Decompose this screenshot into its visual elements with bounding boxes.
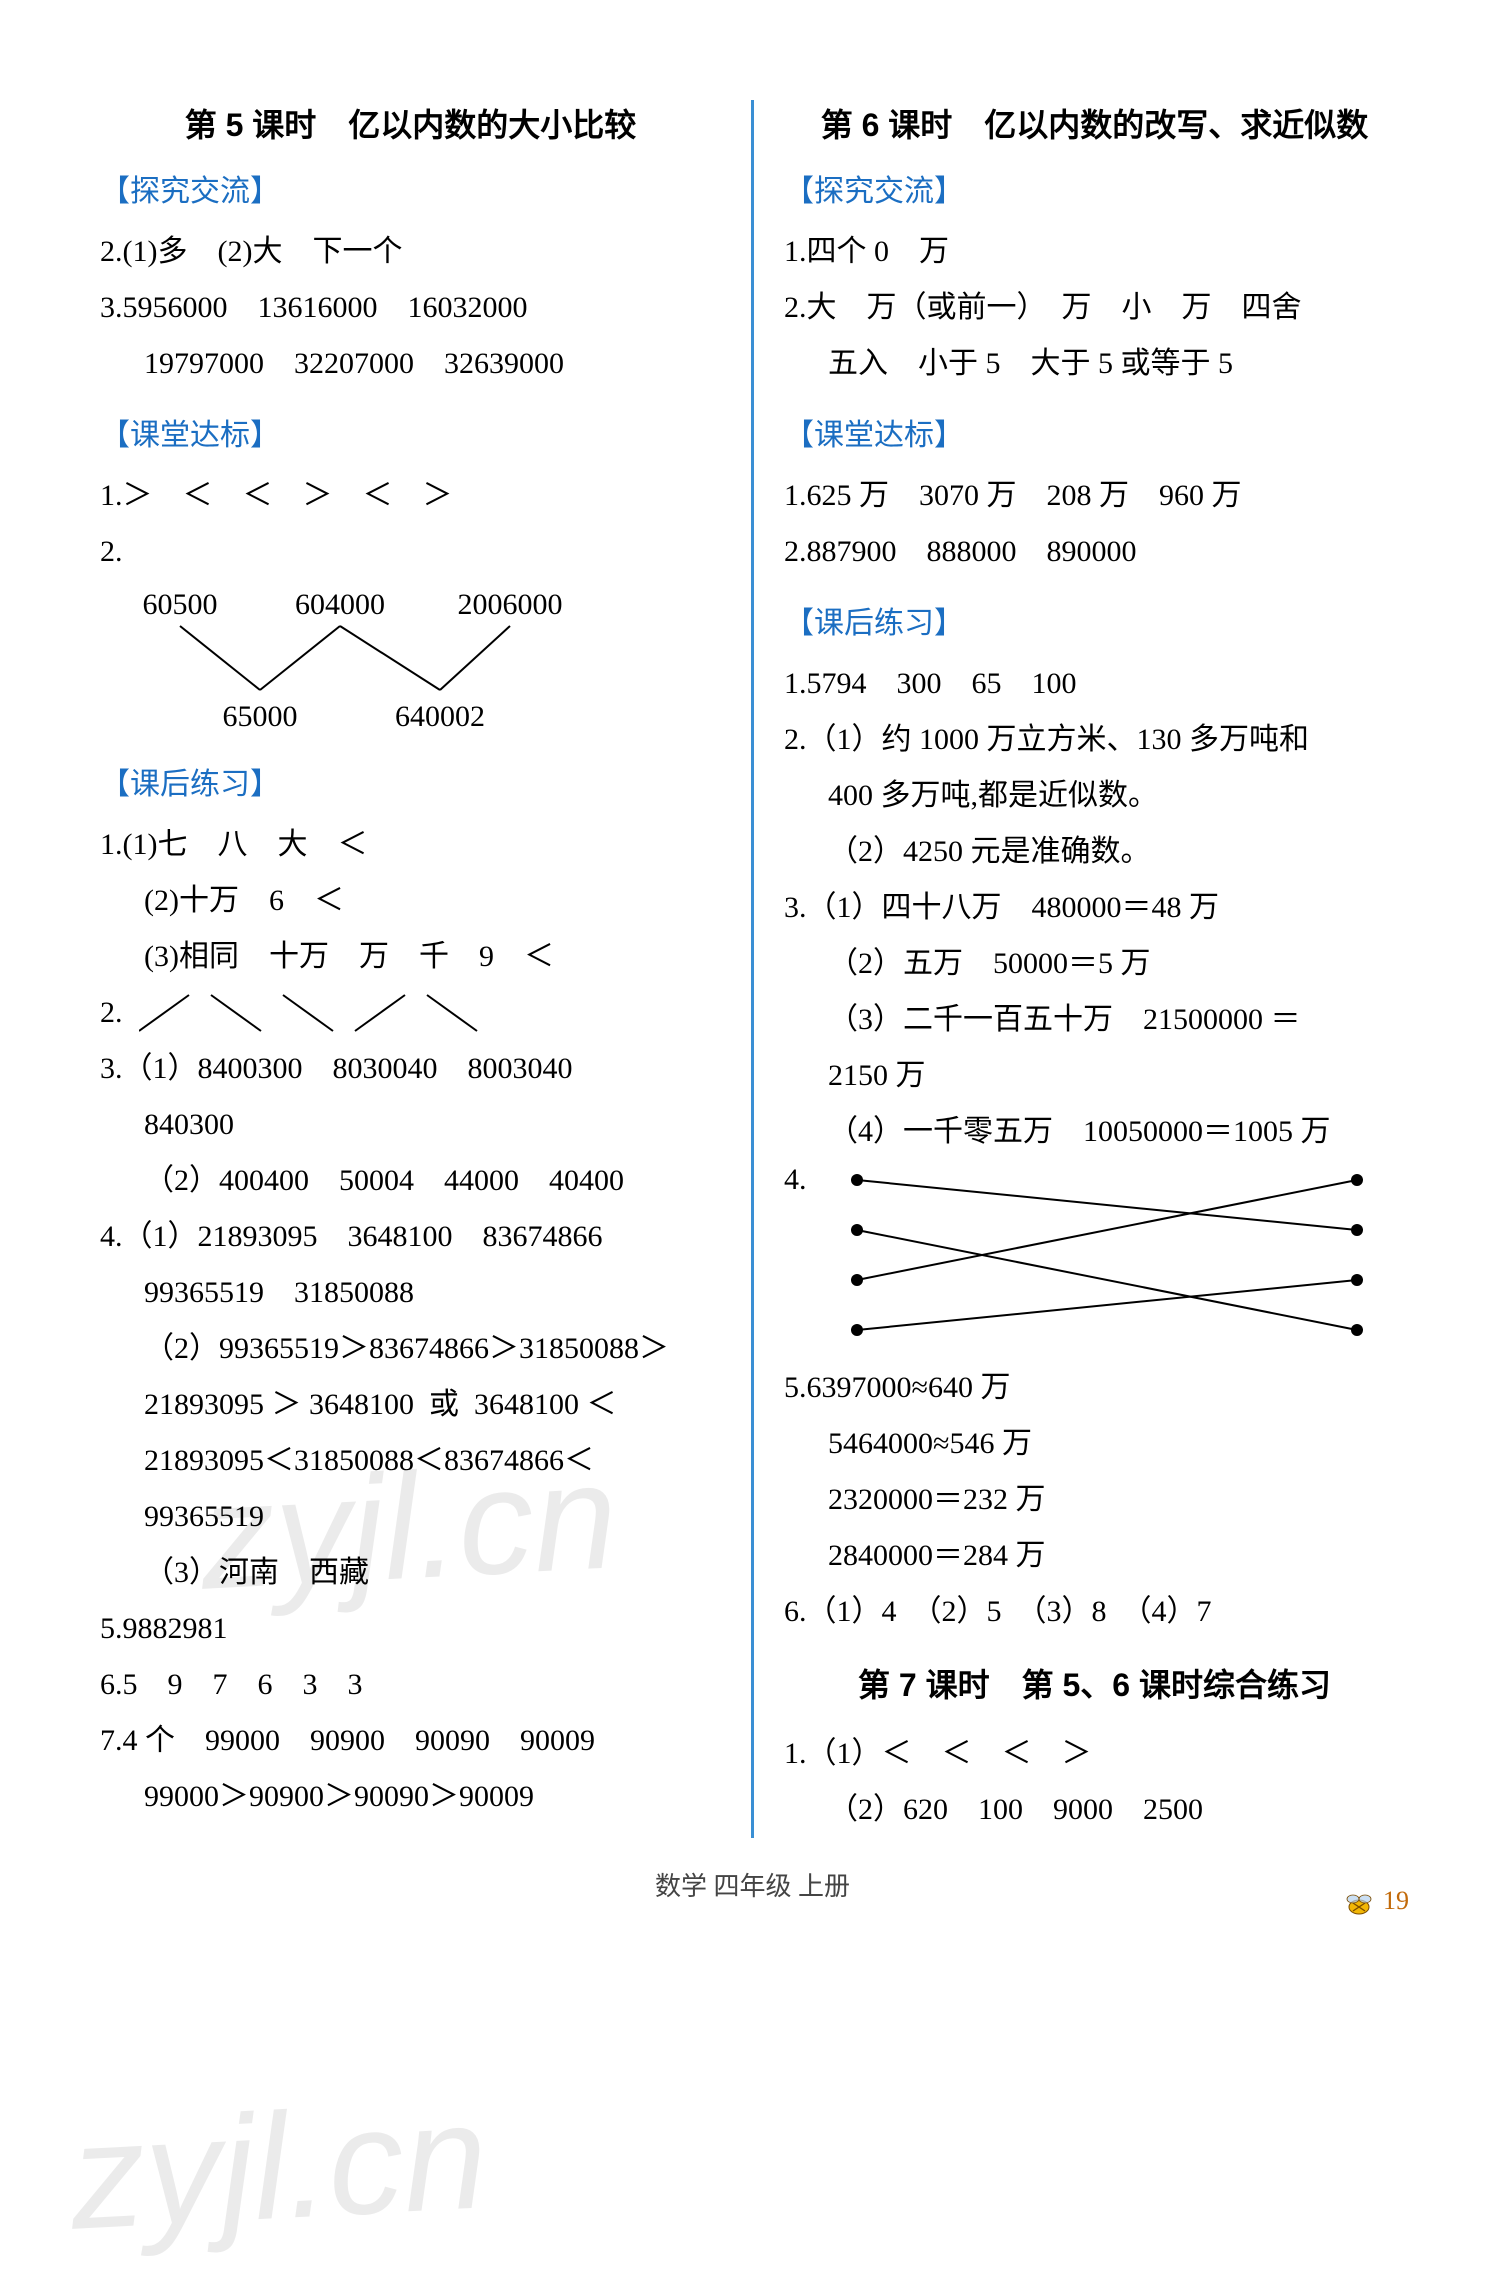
text-line: 99000＞90900＞90090＞90009 <box>100 1769 721 1825</box>
text-line: 7.4 个 99000 90900 90090 90009 <box>100 1713 721 1769</box>
text-line: 2.（1）约 1000 万立方米、130 多万吨和 <box>784 712 1405 768</box>
text-line: （2）4250 元是准确数。 <box>784 824 1405 880</box>
ordering-diagram-svg: 60500 604000 2006000 65000 640002 <box>100 586 640 736</box>
text-line: 6.5 9 7 6 3 3 <box>100 1657 721 1713</box>
subheading-classroom: 【课堂达标】 <box>784 410 1405 454</box>
text-line: 4.（1）21893095 3648100 83674866 <box>100 1209 721 1265</box>
text-line: 21893095 ＞ 3648100 或 3648100 ＜ <box>100 1377 721 1433</box>
text-line: 2.大 万（或前一） 万 小 万 四舍 <box>784 280 1405 336</box>
text-line: （3）二千一百五十万 21500000 ＝ <box>784 992 1405 1048</box>
text-line: （2）620 100 9000 2500 <box>784 1782 1405 1838</box>
text-line: 2. <box>100 985 721 1041</box>
text-line: 1.（1）＜ ＜ ＜ ＞ <box>784 1726 1405 1782</box>
text-line: 1.＞ ＜ ＜ ＞ ＜ ＞ <box>100 468 721 524</box>
text-line: （2）五万 50000＝5 万 <box>784 936 1405 992</box>
text-line: 5464000≈546 万 <box>784 1416 1405 1472</box>
text-line: 2320000＝232 万 <box>784 1472 1405 1528</box>
text-line: 4. <box>784 1160 1405 1360</box>
page-footer: 数学 四年级 上册 <box>100 1866 1405 1903</box>
text-line: (3)相同 十万 万 千 9 ＜ <box>100 929 721 985</box>
item-number: 2. <box>100 985 123 1041</box>
text-line: 2.887900 888000 890000 <box>784 524 1405 580</box>
ordering-diagram: 60500 604000 2006000 65000 640002 <box>100 586 721 741</box>
page-number-value: 19 <box>1383 1886 1409 1915</box>
page-wrapper: 第 5 课时 亿以内数的大小比较 【探究交流】 2.(1)多 (2)大 下一个 … <box>100 100 1405 1838</box>
text-line: 99365519 31850088 <box>100 1265 721 1321</box>
text-line: 1.(1)七 八 大 ＜ <box>100 817 721 873</box>
text-line: 840300 <box>100 1097 721 1153</box>
text-line: 3.（1）四十八万 480000＝48 万 <box>784 880 1405 936</box>
svg-text:65000: 65000 <box>223 700 298 733</box>
lesson-7-title: 第 7 课时 第 5、6 课时综合练习 <box>784 1660 1405 1706</box>
text-line: 400 多万吨,都是近似数。 <box>784 768 1405 824</box>
left-column: 第 5 课时 亿以内数的大小比较 【探究交流】 2.(1)多 (2)大 下一个 … <box>100 100 751 1838</box>
page-number: 19 <box>1341 1885 1410 1921</box>
svg-text:604000: 604000 <box>295 588 385 621</box>
text-line: 2. <box>100 535 123 568</box>
text-line: 6.（1）4 （2）5 （3）8 （4）7 <box>784 1584 1405 1640</box>
right-column: 第 6 课时 亿以内数的改写、求近似数 【探究交流】 1.四个 0 万 2.大 … <box>754 100 1405 1838</box>
text-line: 99365519 <box>100 1489 721 1545</box>
subheading-explore: 【探究交流】 <box>784 166 1405 210</box>
matching-diagram-svg <box>817 1160 1397 1360</box>
lesson-6-title: 第 6 课时 亿以内数的改写、求近似数 <box>784 100 1405 146</box>
text-line: 2840000＝284 万 <box>784 1528 1405 1584</box>
text-line: (2)十万 6 ＜ <box>100 873 721 929</box>
lesson-5-title: 第 5 课时 亿以内数的大小比较 <box>100 100 721 146</box>
text-line: 五入 小于 5 大于 5 或等于 5 <box>784 336 1405 392</box>
text-line: 2.(1)多 (2)大 下一个 <box>100 224 721 280</box>
text-line: 1.625 万 3070 万 208 万 960 万 <box>784 468 1405 524</box>
text-line: 5.6397000≈640 万 <box>784 1360 1405 1416</box>
svg-text:640002: 640002 <box>395 700 485 733</box>
text-line: （2）400400 50004 44000 40400 <box>100 1153 721 1209</box>
text-line: 2150 万 <box>784 1048 1405 1104</box>
text-line: （4）一千零五万 10050000＝1005 万 <box>784 1104 1405 1160</box>
text-line: 19797000 32207000 32639000 <box>100 336 721 392</box>
subheading-homework: 【课后练习】 <box>784 598 1405 642</box>
slash-diagram-svg <box>139 991 499 1035</box>
text-line: 21893095＜31850088＜83674866＜ <box>100 1433 721 1489</box>
text-line: 1.四个 0 万 <box>784 224 1405 280</box>
text-line: （2）99365519＞83674866＞31850088＞ <box>100 1321 721 1377</box>
footer-text: 数学 四年级 上册 <box>655 1872 850 1901</box>
subheading-homework: 【课后练习】 <box>100 759 721 803</box>
text-line: 1.5794 300 65 100 <box>784 656 1405 712</box>
text-line: 5.9882981 <box>100 1601 721 1657</box>
item-number: 4. <box>784 1160 807 1200</box>
watermark: zyjl.cn <box>66 2069 491 2264</box>
svg-text:2006000: 2006000 <box>458 588 563 621</box>
text-line: （3）河南 西藏 <box>100 1545 721 1601</box>
text-line: 3.（1）8400300 8030040 8003040 <box>100 1041 721 1097</box>
text-line: 3.5956000 13616000 16032000 <box>100 280 721 336</box>
bee-icon <box>1341 1885 1377 1921</box>
subheading-classroom: 【课堂达标】 <box>100 410 721 454</box>
subheading-explore: 【探究交流】 <box>100 166 721 210</box>
svg-text:60500: 60500 <box>143 588 218 621</box>
